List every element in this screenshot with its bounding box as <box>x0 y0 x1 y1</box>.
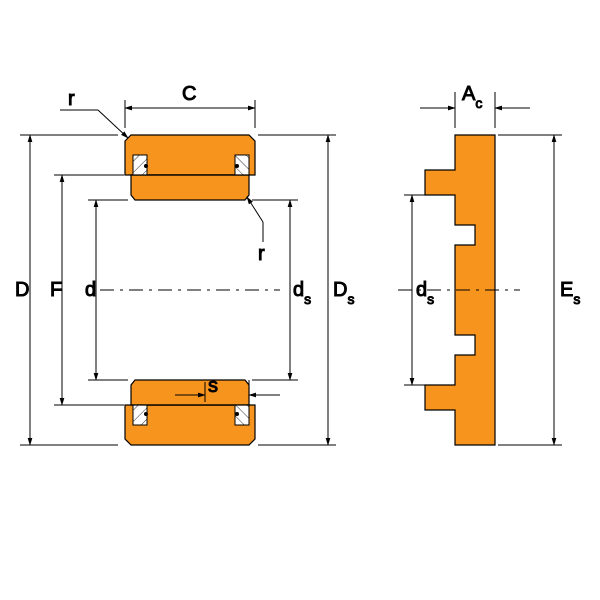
dim-r-lower: r <box>247 197 265 265</box>
dim-Ac: Ac <box>420 83 530 128</box>
cage-top-right <box>235 155 249 175</box>
inner-ring-bottom <box>131 380 249 405</box>
label-Ds: Ds <box>333 279 354 307</box>
label-ds-left: ds <box>293 279 311 307</box>
cage-bottom-right <box>235 405 249 425</box>
inner-ring-top <box>131 175 249 200</box>
dim-Es: Es <box>498 135 580 445</box>
left-cross-section <box>100 135 280 445</box>
label-Ac: Ac <box>462 83 482 111</box>
label-F: F <box>50 279 62 301</box>
dim-r-upper: r <box>60 88 128 138</box>
label-r-upper: r <box>68 88 75 110</box>
label-C: C <box>182 83 196 105</box>
label-Es: Es <box>560 279 580 307</box>
bearing-diagram: r C D F d <box>0 0 600 600</box>
dim-Ds: Ds <box>258 135 354 445</box>
label-D: D <box>15 279 29 301</box>
label-s: s <box>208 375 218 397</box>
dim-C: C <box>125 83 255 128</box>
label-r-lower: r <box>258 243 265 265</box>
dim-ds-left: ds <box>252 200 311 380</box>
cage-bottom-left <box>133 405 148 425</box>
cage-top-left <box>133 155 148 175</box>
label-d-lower: d <box>85 279 96 301</box>
label-ds-right: ds <box>416 279 434 307</box>
